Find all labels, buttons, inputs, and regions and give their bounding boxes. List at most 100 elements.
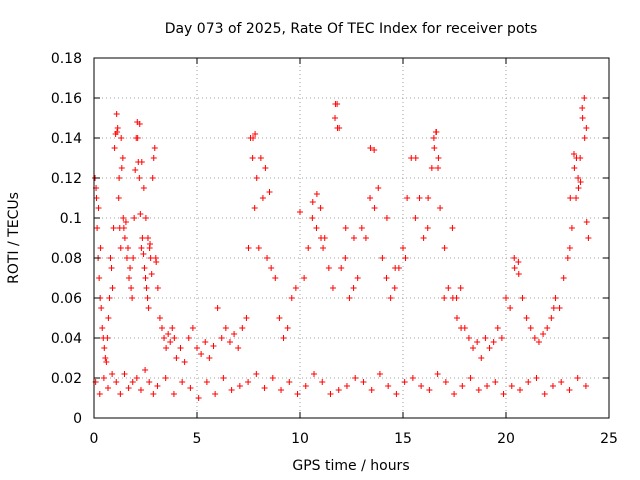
data-point (354, 275, 361, 281)
data-point (392, 265, 399, 271)
data-point (104, 335, 111, 341)
data-point (458, 325, 465, 331)
data-point (475, 387, 482, 393)
data-point (108, 265, 115, 271)
data-point (100, 375, 107, 381)
data-point (251, 205, 258, 211)
data-point (272, 275, 279, 281)
data-point (137, 211, 144, 217)
y-tick-label: 0.16 (51, 91, 82, 107)
data-point (428, 165, 435, 171)
data-point (107, 255, 114, 261)
data-point (95, 205, 102, 211)
data-point (400, 245, 406, 251)
data-point (128, 285, 135, 291)
data-point (437, 205, 444, 211)
data-point (376, 371, 383, 377)
data-point (173, 355, 180, 361)
data-point (131, 215, 138, 221)
data-point (117, 391, 124, 397)
y-tick-label: 0.04 (51, 331, 82, 347)
data-point (294, 391, 301, 397)
data-point (552, 295, 559, 301)
data-point (412, 155, 419, 161)
data-point (426, 387, 433, 393)
x-tick-label: 5 (193, 431, 202, 447)
data-point (202, 339, 209, 345)
data-point (94, 225, 101, 231)
data-point (424, 225, 431, 231)
data-point (130, 255, 137, 261)
data-point (154, 383, 161, 389)
data-point (566, 245, 573, 251)
data-point (259, 195, 266, 201)
data-point (507, 305, 514, 311)
data-point (111, 145, 118, 151)
data-point (239, 325, 246, 331)
data-point (156, 315, 163, 321)
data-point (449, 295, 456, 301)
data-point (309, 199, 316, 205)
data-point (105, 315, 112, 321)
data-point (500, 391, 507, 397)
data-point (144, 295, 151, 301)
data-point (343, 383, 350, 389)
data-point (228, 387, 235, 393)
data-point (134, 135, 141, 141)
data-point (119, 155, 126, 161)
data-point (449, 225, 456, 231)
data-point (453, 315, 460, 321)
data-point (503, 295, 509, 301)
data-point (146, 379, 153, 385)
data-point (120, 215, 127, 221)
data-point (116, 175, 123, 181)
data-point (292, 285, 299, 291)
data-point (335, 387, 342, 393)
data-point (301, 275, 308, 281)
data-point (96, 275, 103, 281)
data-point (525, 379, 532, 385)
data-point (352, 375, 359, 381)
data-point (332, 101, 339, 107)
data-point (582, 383, 589, 389)
data-point (226, 339, 233, 345)
data-point (121, 371, 128, 377)
data-point (106, 295, 113, 301)
data-point (117, 245, 124, 251)
data-point (558, 379, 565, 385)
data-point (517, 387, 524, 393)
data-point (262, 165, 269, 171)
data-point (342, 225, 349, 231)
data-point (101, 345, 108, 351)
data-point (416, 195, 423, 201)
data-point (346, 295, 353, 301)
data-point (133, 375, 140, 381)
data-point (142, 215, 149, 221)
chart-title: Day 073 of 2025, Rate Of TEC Index for r… (165, 21, 538, 37)
data-point (393, 391, 400, 397)
data-point (243, 315, 250, 321)
data-point (268, 265, 275, 271)
y-tick-label: 0.02 (51, 371, 82, 387)
data-point (441, 245, 448, 251)
data-point (153, 259, 160, 265)
data-point (435, 165, 442, 171)
data-point (154, 285, 161, 291)
data-point (103, 359, 110, 365)
data-point (581, 95, 588, 101)
data-point (245, 379, 252, 385)
data-point (383, 275, 390, 281)
data-point (305, 245, 312, 251)
data-point (269, 375, 276, 381)
data-point (511, 265, 518, 271)
data-point (402, 255, 409, 261)
data-point (523, 315, 530, 321)
data-point (375, 185, 382, 191)
data-point (478, 355, 485, 361)
data-point (457, 285, 464, 291)
data-point (245, 245, 252, 251)
data-point (313, 225, 320, 231)
data-point (286, 379, 293, 385)
data-point (556, 305, 563, 311)
data-point (360, 379, 367, 385)
